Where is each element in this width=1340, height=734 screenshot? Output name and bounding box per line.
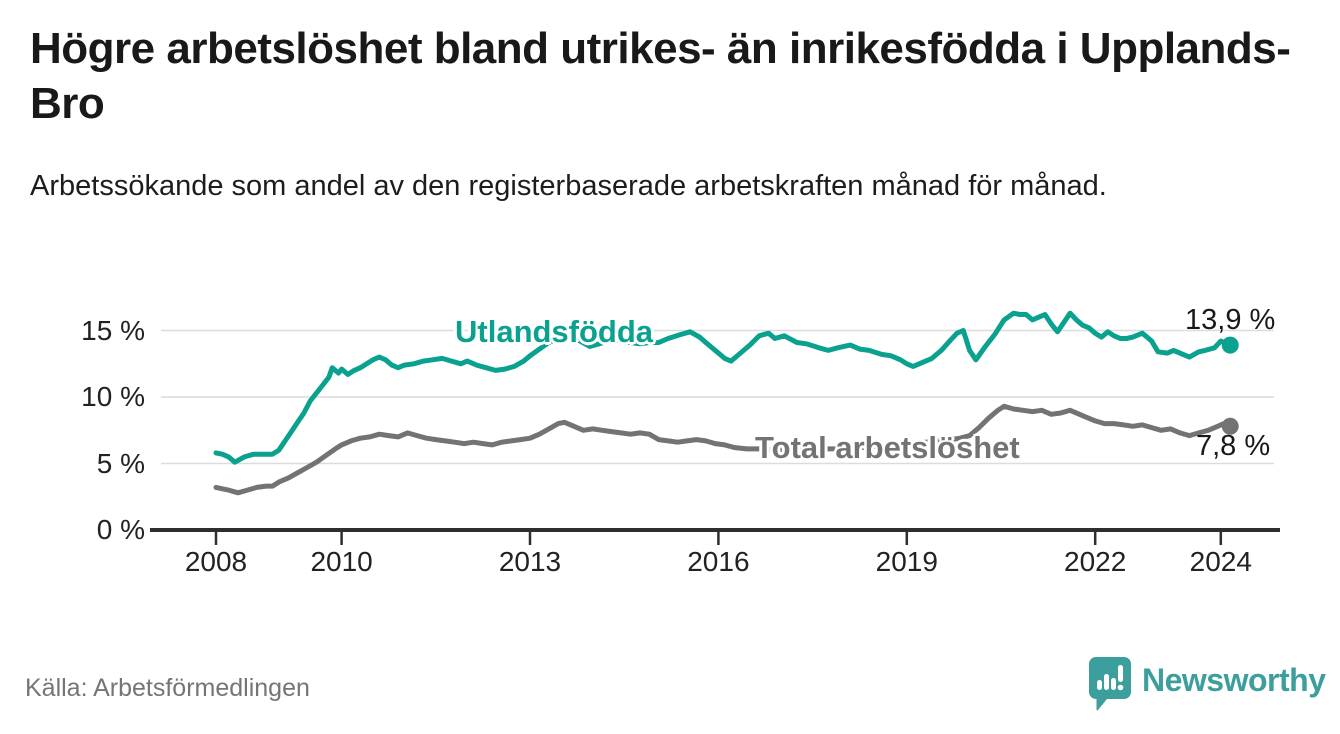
x-axis-label: 2016 [687, 546, 750, 577]
end-value-label-utlandsfodda: 13,9 % [1185, 304, 1276, 336]
source-attribution: Källa: Arbetsförmedlingen [25, 674, 310, 702]
x-axis-label: 2013 [498, 546, 562, 577]
y-axis-label: 15 % [81, 314, 145, 346]
x-axis-label: 2010 [310, 546, 373, 577]
chart-line-total [213, 403, 1233, 496]
series-label-utlandsfodda: Utlandsfödda [455, 314, 654, 349]
x-axis-label: 2019 [875, 546, 938, 577]
series-label-total-arbetsloshet: Total arbetslöshet [755, 430, 1020, 465]
x-axis-label: 2022 [1064, 546, 1127, 577]
chart-line-utlandsfodda [213, 310, 1233, 465]
end-dot-total [1221, 417, 1239, 435]
y-axis-label: 5 % [96, 447, 145, 479]
y-axis-label: 10 % [81, 381, 145, 412]
y-axis-label: 0 % [96, 514, 145, 545]
newsworthy-logo: Newsworthy [1088, 656, 1326, 712]
x-axis-label: 2024 [1189, 546, 1252, 577]
x-axis-label: 2008 [184, 546, 248, 577]
end-dot-utlandsfodda [1221, 336, 1239, 354]
chart-subtitle: Arbetssökande som andel av den registerb… [30, 170, 1107, 202]
newsworthy-logo-icon [1089, 657, 1131, 711]
newsworthy-logo-text: Newsworthy [1142, 661, 1326, 698]
end-value-label-total: 7,8 % [1196, 430, 1271, 462]
page-title: Högre arbetslöshet bland utrikes- än inr… [30, 24, 1291, 128]
